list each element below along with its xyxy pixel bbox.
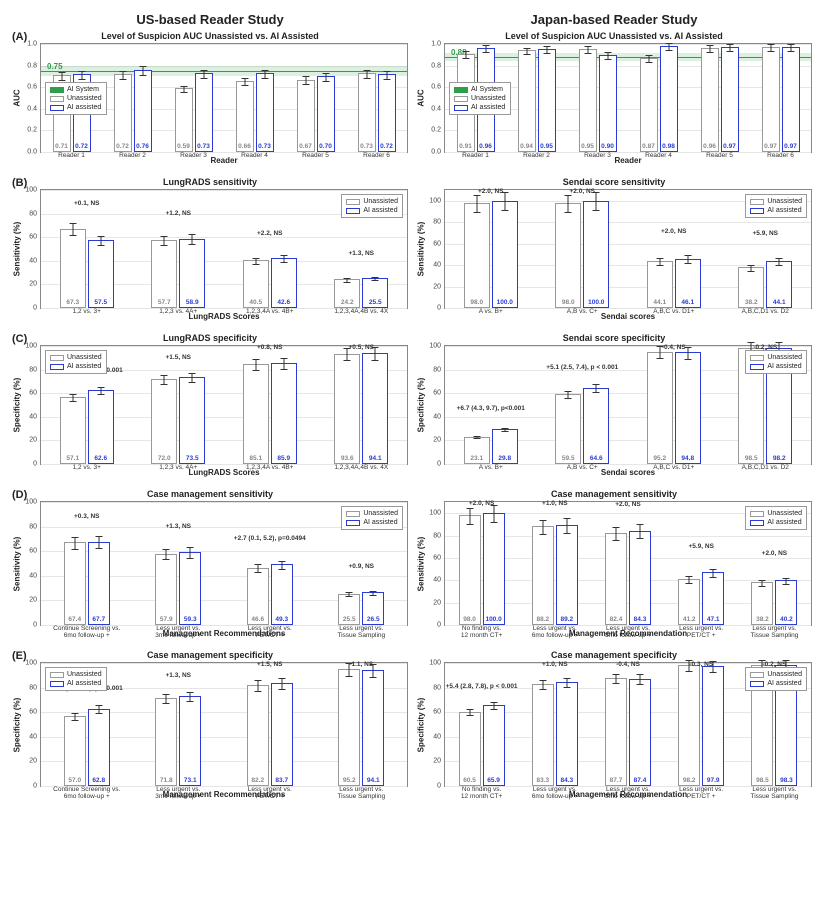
chart-title: Case management sensitivity [416, 489, 812, 499]
x-axis-label: Reader [614, 156, 641, 165]
chart-title: Sendai score sensitivity [416, 177, 812, 187]
panelD-jp-chart: 020406080100Sensitivity (%)Management Re… [444, 501, 812, 626]
panelA-us-chart: 0.00.20.40.60.81.0AUCReader0.750.710.72R… [40, 43, 408, 153]
legend: UnassistedAI assisted [745, 350, 807, 374]
y-axis-label: Sensitivity (%) [13, 222, 22, 277]
panelB-jp-chart: 020406080100Sensitivity (%)Sendai scores… [444, 189, 812, 309]
legend: UnassistedAI assisted [745, 506, 807, 530]
panelB-us-chart: 020406080100Sensitivity (%)LungRADS Scor… [40, 189, 408, 309]
legend: AI SystemUnassistedAI assisted [449, 82, 511, 115]
panelC-jp-chart: 020406080100Specificity (%)Sendai scores… [444, 345, 812, 465]
legend: UnassistedAI assisted [745, 194, 807, 218]
panelB-jp: Sendai score sensitivity 020406080100Sens… [412, 175, 816, 325]
panelC-us-chart: 020406080100Specificity (%)LungRADS Scor… [40, 345, 408, 465]
panelA-us: Level of Suspicion AUC Unassisted vs. AI… [8, 29, 412, 169]
panelD-jp: Case management sensitivity 020406080100S… [412, 487, 816, 642]
y-axis-label: Specificity (%) [417, 378, 426, 433]
legend: AI SystemUnassistedAI assisted [45, 82, 107, 115]
column-headers: US-based Reader Study Japan-based Reader… [8, 8, 816, 29]
panelE-jp-chart: 020406080100Specificity (%)Management Re… [444, 662, 812, 787]
panelC-us: LungRADS specificity 020406080100Specific… [8, 331, 412, 481]
panelE-jp: Case management specificity 020406080100S… [412, 648, 816, 803]
legend: UnassistedAI assisted [341, 506, 403, 530]
panelD-us-chart: 020406080100Sensitivity (%)Management Re… [40, 501, 408, 626]
chart-title: Level of Suspicion AUC Unassisted vs. AI… [416, 31, 812, 41]
y-axis-label: Specificity (%) [417, 697, 426, 752]
legend: UnassistedAI assisted [341, 194, 403, 218]
y-axis-label: Specificity (%) [13, 378, 22, 433]
x-axis-label: Reader [210, 156, 237, 165]
panelE-us-chart: 020406080100Specificity (%)Management Re… [40, 662, 408, 787]
y-axis-label: Sensitivity (%) [417, 536, 426, 591]
y-axis-label: AUC [417, 89, 426, 106]
panelE-us: Case management specificity 020406080100S… [8, 648, 412, 803]
header-us: US-based Reader Study [8, 8, 412, 29]
y-axis-label: Sensitivity (%) [417, 222, 426, 277]
panelA-jp: Level of Suspicion AUC Unassisted vs. AI… [412, 29, 816, 169]
panelA-jp-chart: 0.00.20.40.60.81.0AUCReader0.880.910.96R… [444, 43, 812, 153]
x-axis-label: Sendai scores [601, 468, 655, 477]
legend: UnassistedAI assisted [45, 350, 107, 374]
row-label-a: (A) [12, 31, 27, 43]
panelB-us: LungRADS sensitivity 020406080100Sensitiv… [8, 175, 412, 325]
chart-title: Case management specificity [416, 650, 812, 660]
x-axis-label: Sendai scores [601, 312, 655, 321]
header-jp: Japan-based Reader Study [412, 8, 816, 29]
chart-title: LungRADS specificity [12, 333, 408, 343]
chart-title: Level of Suspicion AUC Unassisted vs. AI… [12, 31, 408, 41]
y-axis-label: AUC [13, 89, 22, 106]
chart-title: Case management specificity [12, 650, 408, 660]
panelD-us: Case management sensitivity 020406080100S… [8, 487, 412, 642]
legend: UnassistedAI assisted [745, 667, 807, 691]
y-axis-label: Specificity (%) [13, 697, 22, 752]
chart-title: LungRADS sensitivity [12, 177, 408, 187]
y-axis-label: Sensitivity (%) [13, 536, 22, 591]
panelC-jp: Sendai score specificity020406080100Spec… [412, 331, 816, 481]
chart-title: Case management sensitivity [12, 489, 408, 499]
legend: UnassistedAI assisted [45, 667, 107, 691]
